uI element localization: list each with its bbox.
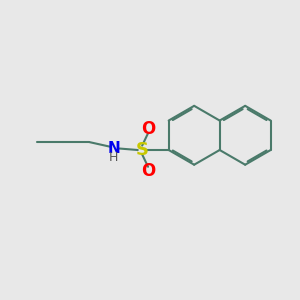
Text: N: N bbox=[108, 141, 121, 156]
Text: S: S bbox=[136, 141, 149, 159]
Text: H: H bbox=[109, 152, 119, 164]
Text: O: O bbox=[141, 120, 155, 138]
Text: O: O bbox=[141, 162, 155, 180]
